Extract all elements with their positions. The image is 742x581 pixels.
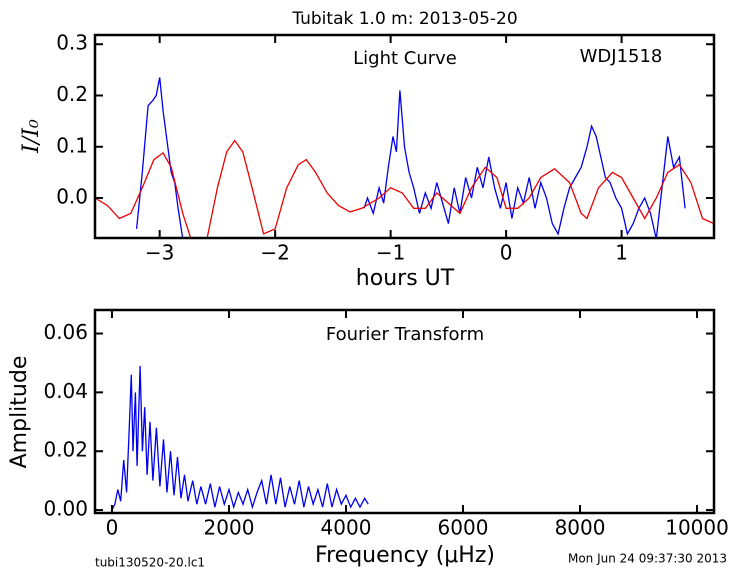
x-tick-label: 10000 [665,516,729,540]
annotation: Fourier Transform [326,324,484,345]
x-axis-label: Frequency (μHz) [315,543,495,568]
chart-title: Tubitak 1.0 m: 2013-05-20 [291,9,517,29]
footer: tubi130520-20.lc1 [95,556,205,570]
x-tick-label: 0 [106,516,119,540]
x-tick-label: −1 [376,241,405,265]
y-axis-label: Amplitude [7,356,32,469]
y-tick-label: 0.2 [56,82,88,106]
data-line [95,139,714,238]
annotation: WDJ1518 [580,46,663,67]
annotation: Light Curve [353,48,457,69]
y-tick-label: 0.02 [43,438,88,462]
y-tick-label: 0.00 [43,497,88,521]
x-tick-label: 4000 [321,516,372,540]
y-axis-label: I/I₀ [19,119,44,154]
data-line [111,365,369,511]
x-tick-label: −2 [260,241,289,265]
x-tick-label: 6000 [438,516,489,540]
y-tick-label: 0.1 [56,133,88,157]
y-tick-label: 0.0 [56,185,88,209]
data-line [135,77,686,238]
x-tick-label: 0 [500,241,513,265]
x-tick-label: 1 [615,241,628,265]
x-tick-label: 8000 [555,516,606,540]
y-tick-label: 0.06 [43,320,88,344]
y-tick-label: 0.04 [43,379,88,403]
plot-frame [93,308,716,515]
plot-frame [93,33,716,240]
y-tick-label: 0.3 [56,31,88,55]
x-tick-label: 2000 [204,516,255,540]
x-tick-label: −3 [145,241,174,265]
x-axis-label: hours UT [356,266,455,291]
footer: Mon Jun 24 09:37:30 2013 [568,552,727,566]
